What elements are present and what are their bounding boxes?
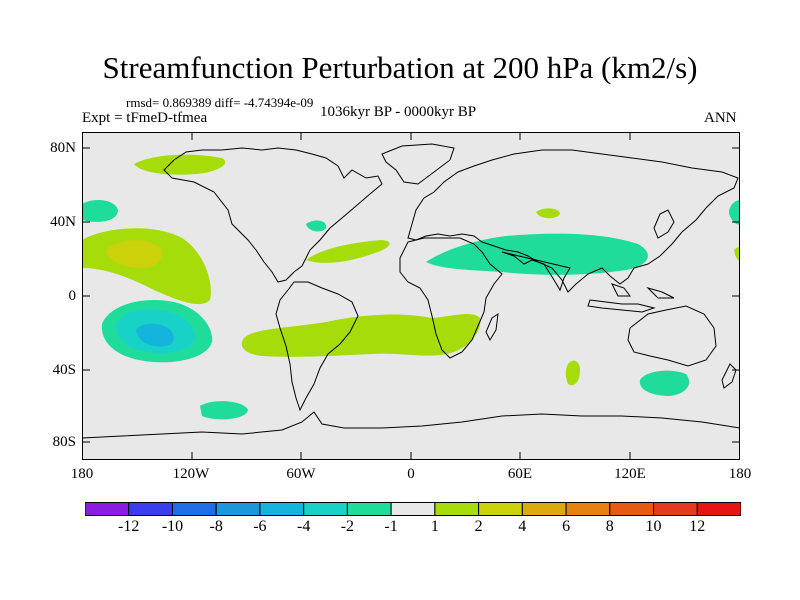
coast-greenland (381, 143, 455, 185)
colorbar-label: -8 (209, 518, 223, 535)
season-label: ANN (704, 110, 737, 126)
colorbar-box (521, 502, 567, 516)
map-panel (82, 132, 740, 460)
colorbar-label: 4 (518, 518, 527, 535)
coast-new-zealand (721, 363, 737, 389)
colorbar-box (653, 502, 698, 516)
coast-australia (627, 305, 717, 367)
colorbar-box (390, 502, 436, 516)
lat-label-80n: 80N (50, 140, 76, 156)
anomaly-tropical-west-edge (734, 246, 740, 262)
colorbar-box (565, 502, 611, 516)
experiment-label: Expt = tFmeD-tfmea (82, 110, 208, 126)
lon-label-180e: 180 (728, 466, 752, 482)
coast-north-america (163, 147, 383, 283)
colorbar-label: -4 (297, 518, 311, 535)
anomaly-north-pacific-west-edge (729, 200, 740, 225)
colorbar-box (215, 502, 261, 516)
colorbar-box (434, 502, 480, 516)
lon-label-180w: 180 (70, 466, 94, 482)
anomaly-tropical-east-pacific-core (106, 240, 163, 269)
colorbar-label: -10 (161, 518, 184, 535)
colorbar-box (303, 502, 348, 516)
stats-text: rmsd= 0.869389 diff= -4.74394e-09 (126, 95, 314, 110)
lon-label-120e: 120E (614, 466, 646, 482)
coast-africa (399, 237, 503, 359)
lon-label-0: 0 (407, 466, 415, 482)
colorbar-box (171, 502, 217, 516)
coast-japan (653, 209, 675, 239)
colorbar-label: -2 (340, 518, 355, 535)
anomaly-north-atlantic-small (306, 220, 327, 232)
lat-label-0: 0 (68, 288, 77, 304)
coast-europe-asia (407, 149, 739, 293)
anomaly-southern-ocean-negative-pacific (200, 401, 248, 420)
colorbar-label: -12 (118, 518, 140, 535)
anomaly-south-indian-negative (639, 370, 690, 396)
lat-label-40s: 40S (52, 362, 76, 378)
coastlines (82, 143, 740, 439)
coast-arabia-india (501, 251, 571, 292)
colorbar-label: -6 (253, 518, 267, 535)
colorbar-box (609, 502, 655, 516)
colorbar-box (696, 502, 741, 516)
anomaly-south-indian-small (565, 360, 580, 386)
anomaly-asian-negative-band (426, 233, 648, 275)
coast-south-america (275, 281, 359, 412)
anomaly-northeast-pacific-positive (82, 200, 118, 222)
lon-label-120w: 120W (172, 466, 210, 482)
colorbar-label: 12 (689, 518, 706, 535)
anomaly-south-pacific-negative-core (136, 323, 174, 347)
colorbar-label: 2 (474, 518, 483, 535)
lon-label-60w: 60W (286, 466, 316, 482)
lon-label-60e: 60E (507, 466, 533, 482)
anomaly-central-asia-small (536, 208, 560, 219)
map-ticks (82, 132, 740, 460)
coast-antarctica (82, 411, 740, 439)
coast-madagascar (485, 312, 499, 342)
colorbar (85, 502, 741, 516)
plot-title: Streamfunction Perturbation at 200 hPa (… (102, 50, 698, 85)
colorbar-box (259, 502, 305, 516)
colorbar-box (85, 502, 130, 516)
period-label: 1036kyr BP - 0000kyr BP (320, 104, 477, 120)
lat-label-80s: 80S (52, 434, 76, 450)
anomaly-south-atlantic-indian-positive (241, 313, 481, 357)
anomaly-north-atlantic-positive (306, 240, 390, 263)
coast-indonesia (587, 283, 675, 313)
colorbar-label: 6 (562, 518, 571, 535)
colorbar-box (478, 502, 523, 516)
anomaly-north-pacific-positive (134, 154, 226, 175)
colorbar-label: 10 (645, 518, 662, 535)
colorbar-label: 1 (430, 518, 439, 535)
colorbar-label: 8 (605, 518, 614, 535)
colorbar-box (346, 502, 392, 516)
colorbar-box (128, 502, 173, 516)
lat-label-40n: 40N (50, 214, 76, 230)
colorbar-label: -1 (384, 518, 398, 535)
